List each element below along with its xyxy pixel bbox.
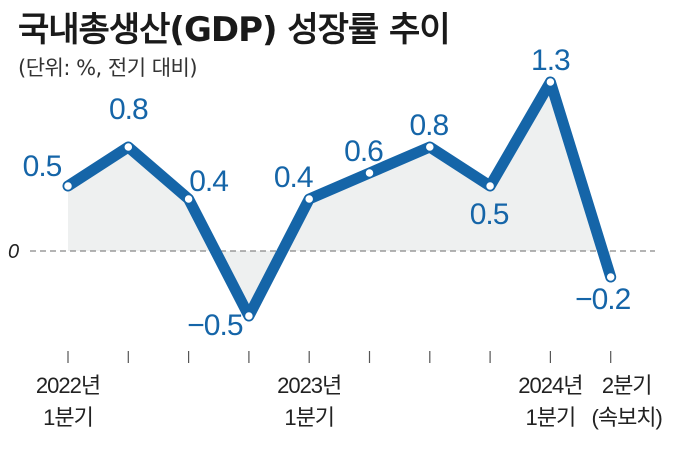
data-point [605,271,616,283]
data-label: −0.5 [187,309,243,342]
data-point [243,310,255,322]
data-label: 0.4 [274,161,313,194]
zero-axis-label: 0 [8,241,19,263]
data-point [62,180,74,192]
data-point [424,141,436,153]
data-point [364,167,375,179]
data-point [484,180,496,192]
data-label: 0.8 [109,93,148,126]
data-label: 0.6 [344,135,383,168]
data-point [183,193,194,205]
data-point [123,141,134,153]
data-point [545,76,556,88]
data-label: 0.5 [470,198,509,231]
data-label: 0.4 [189,165,228,198]
data-label: −0.2 [575,283,631,316]
x-tick-label: 2024년 [518,373,582,398]
x-tick-label: 2022년 [36,373,100,398]
x-tick-label: 1분기 [526,405,576,430]
data-label: 1.3 [531,44,570,77]
area-fill [68,82,611,316]
data-label: 0.5 [23,150,62,183]
x-tick-label: 2분기 [602,373,652,398]
data-point [303,193,315,205]
x-tick-label: (속보치) [592,405,662,430]
x-tick-label: 2023년 [277,373,341,398]
gdp-series-line [62,76,617,322]
chart-subtitle: (단위: %, 전기 대비) [18,56,198,80]
x-tick-label: 1분기 [284,405,334,430]
data-label: 0.8 [409,109,448,142]
x-tick-label: 1분기 [43,405,93,430]
chart-title: 국내총생산(GDP) 성장률 추이 [18,10,451,50]
